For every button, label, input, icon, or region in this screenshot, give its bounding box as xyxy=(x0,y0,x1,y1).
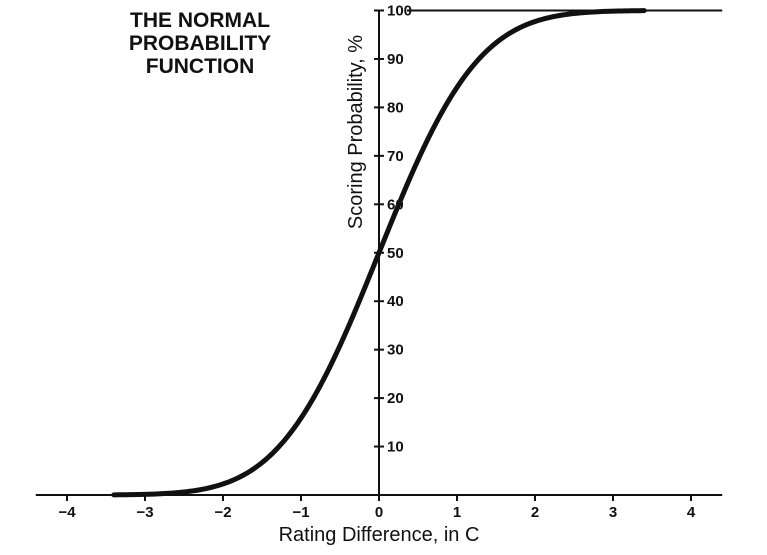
x-tick-label: 0 xyxy=(375,504,383,521)
y-tick-label: 20 xyxy=(387,390,404,407)
x-axis-label: Rating Difference, in C xyxy=(279,524,480,546)
x-tick-label: −4 xyxy=(58,504,76,521)
probability-curve xyxy=(111,8,647,498)
y-axis-label: Scoring Probability, % xyxy=(345,35,367,229)
y-tick-label: 50 xyxy=(387,245,404,262)
x-tick-label: 4 xyxy=(687,504,696,521)
y-tick-label: 40 xyxy=(387,293,404,310)
chart-title-line: FUNCTION xyxy=(146,55,255,78)
y-tick-label: 80 xyxy=(387,99,404,116)
x-axis-ticks: −4 −3 −2 −1 0 1 2 3 4 xyxy=(58,495,696,521)
y-tick-label: 90 xyxy=(387,51,404,68)
x-tick-label: 2 xyxy=(531,504,539,521)
y-tick-label: 30 xyxy=(387,342,404,359)
chart-title-line: THE NORMAL xyxy=(130,9,270,32)
x-tick-label: −3 xyxy=(136,504,153,521)
chart-title-line: PROBABILITY xyxy=(129,32,271,55)
chart-title: THE NORMAL PROBABILITY FUNCTION xyxy=(129,9,271,78)
y-tick-label: 70 xyxy=(387,148,404,165)
x-tick-label: −1 xyxy=(292,504,309,521)
x-tick-label: −2 xyxy=(214,504,231,521)
y-tick-label: 100 xyxy=(387,3,412,20)
x-tick-label: 1 xyxy=(453,504,461,521)
x-tick-label: 3 xyxy=(609,504,617,521)
y-tick-label: 10 xyxy=(387,439,404,456)
